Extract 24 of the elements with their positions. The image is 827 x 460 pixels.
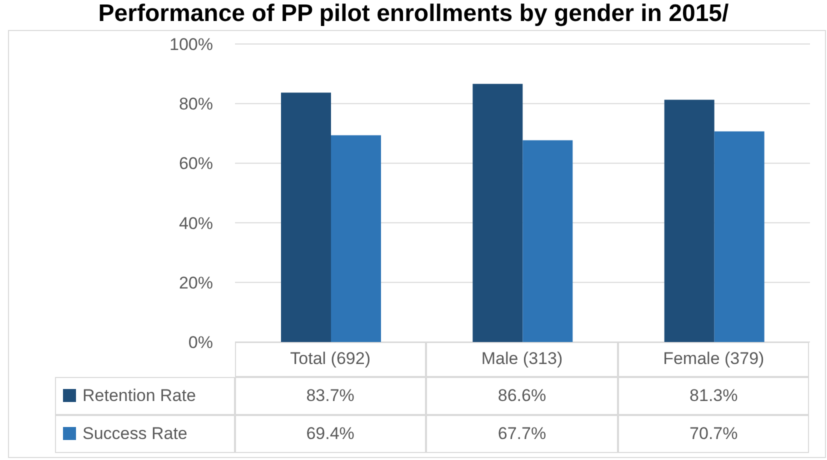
y-tick-label: 20% (178, 273, 213, 292)
x-tick-label: Total (692) (290, 349, 370, 369)
legend-label: Success Rate (82, 424, 188, 444)
legend-label: Retention Rate (82, 386, 196, 406)
data-label: 69.4% (234, 414, 426, 452)
bar (472, 84, 523, 342)
bar (714, 131, 764, 342)
y-tick-label: 60% (178, 154, 213, 174)
data-label: 70.7% (618, 414, 810, 452)
data-label: 83.7% (234, 376, 426, 414)
data-label: 81.3% (618, 376, 810, 414)
y-tick-label: 100% (170, 35, 213, 54)
chart-title: Performance of PP pilot enrollments by gender in 2015/ (97, 0, 730, 28)
y-tick-label: 0% (188, 333, 213, 352)
y-tick-label: 40% (178, 214, 213, 233)
bar (664, 100, 714, 342)
y-tick-label: 80% (178, 94, 213, 114)
x-tick-label: Female (379) (663, 349, 764, 369)
bar (281, 92, 331, 342)
x-tick-label: Male (313) (481, 349, 563, 369)
data-label: 86.6% (426, 376, 618, 414)
bar (522, 140, 573, 342)
bar (331, 135, 381, 342)
data-label: 67.7% (426, 414, 618, 452)
